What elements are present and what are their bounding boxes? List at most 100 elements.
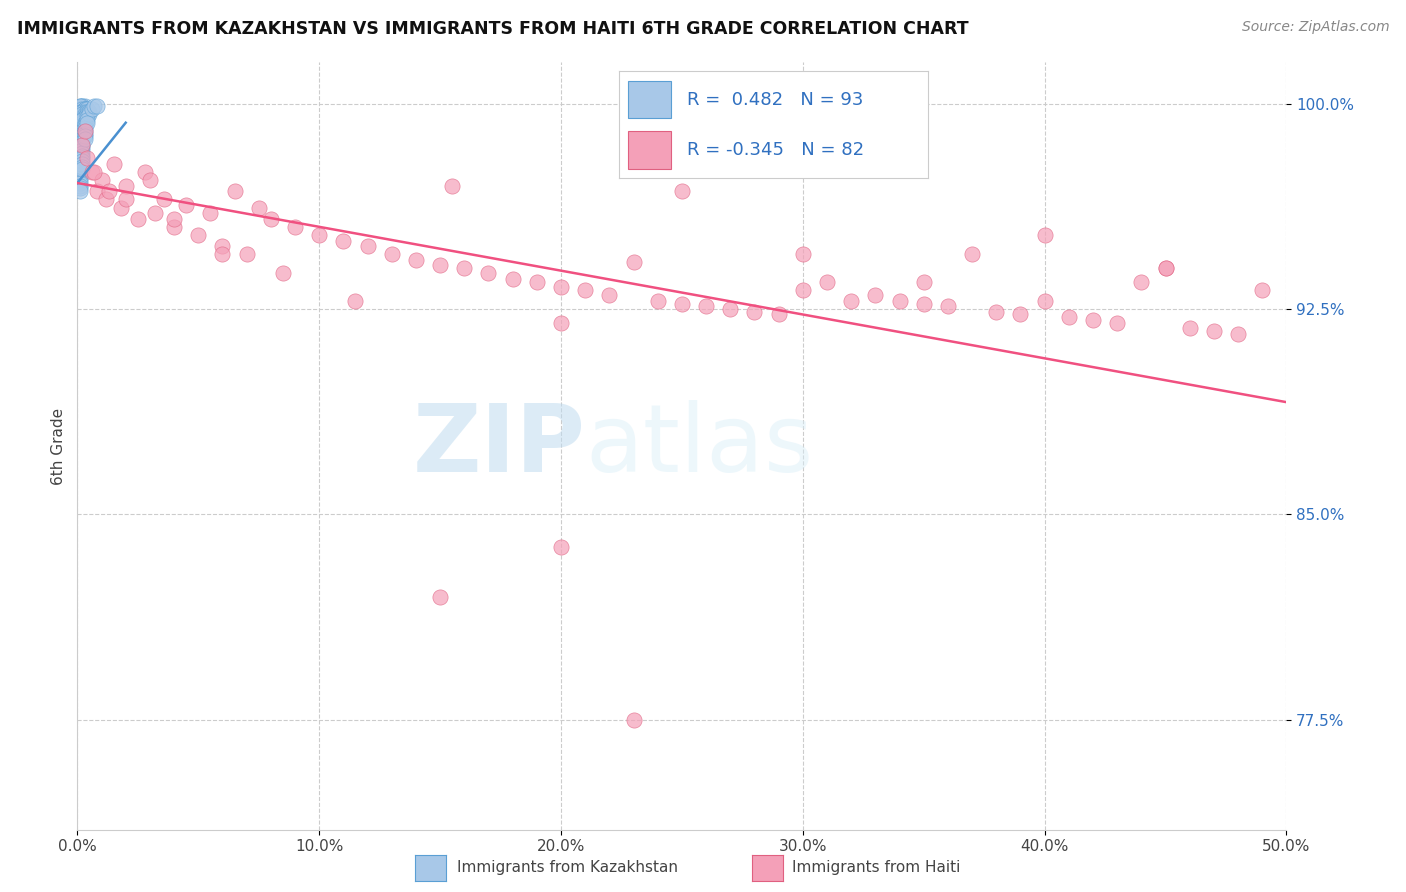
- Point: [260, 211, 283, 226]
- Point: [70, 124, 93, 138]
- Point: [815, 275, 838, 289]
- Point: [1010, 308, 1032, 322]
- Point: [69, 124, 91, 138]
- Point: [550, 316, 572, 330]
- Point: [69, 127, 91, 141]
- Point: [308, 227, 330, 242]
- Point: [574, 283, 596, 297]
- Point: [73, 102, 96, 116]
- Point: [526, 275, 548, 289]
- Point: [453, 260, 475, 275]
- Point: [70, 137, 93, 152]
- Point: [86, 184, 108, 198]
- Point: [70, 112, 93, 127]
- Point: [73, 116, 96, 130]
- Point: [356, 239, 378, 253]
- Point: [73, 129, 96, 144]
- Point: [1107, 316, 1129, 330]
- Point: [211, 247, 233, 261]
- Point: [69, 151, 91, 165]
- Point: [70, 104, 93, 119]
- Point: [889, 293, 911, 308]
- Point: [70, 157, 93, 171]
- Point: [405, 252, 427, 267]
- Point: [69, 162, 91, 177]
- Point: [163, 219, 186, 234]
- Point: [344, 293, 367, 308]
- Point: [70, 162, 93, 177]
- Point: [70, 102, 93, 116]
- Text: Source: ZipAtlas.com: Source: ZipAtlas.com: [1241, 20, 1389, 34]
- Point: [70, 137, 93, 152]
- Point: [70, 129, 93, 144]
- Point: [69, 132, 91, 146]
- Point: [76, 110, 98, 124]
- Point: [69, 107, 91, 121]
- Point: [70, 112, 93, 127]
- Point: [224, 184, 246, 198]
- Point: [70, 160, 93, 174]
- Point: [70, 151, 93, 165]
- Point: [70, 119, 93, 133]
- Point: [332, 234, 354, 248]
- Point: [70, 127, 93, 141]
- Point: [86, 99, 108, 113]
- Point: [73, 110, 96, 124]
- Point: [70, 107, 93, 121]
- Point: [671, 184, 693, 198]
- Point: [1154, 260, 1177, 275]
- Point: [69, 107, 91, 121]
- Point: [1057, 310, 1080, 325]
- Point: [1202, 324, 1225, 338]
- Point: [912, 275, 935, 289]
- Point: [73, 121, 96, 136]
- Point: [76, 116, 98, 130]
- Point: [70, 121, 93, 136]
- Point: [79, 104, 101, 119]
- Point: [69, 135, 91, 149]
- Point: [211, 239, 233, 253]
- Bar: [628, 131, 671, 169]
- Point: [69, 112, 91, 127]
- Text: atlas: atlas: [585, 400, 814, 492]
- Point: [1033, 293, 1056, 308]
- Point: [623, 255, 645, 269]
- Point: [69, 165, 91, 179]
- Point: [69, 181, 91, 195]
- Point: [69, 116, 91, 130]
- Y-axis label: 6th Grade: 6th Grade: [51, 408, 66, 484]
- Point: [70, 102, 93, 116]
- Point: [381, 247, 404, 261]
- Text: ZIP: ZIP: [412, 400, 585, 492]
- Point: [110, 201, 132, 215]
- Point: [271, 266, 294, 280]
- Point: [70, 140, 93, 154]
- Point: [73, 132, 96, 146]
- Point: [83, 99, 105, 113]
- Point: [76, 104, 98, 119]
- Point: [83, 165, 105, 179]
- Point: [69, 129, 91, 144]
- Point: [429, 258, 451, 272]
- Point: [70, 104, 93, 119]
- Point: [73, 104, 96, 119]
- Point: [76, 102, 98, 116]
- Point: [284, 219, 307, 234]
- Point: [69, 104, 91, 119]
- Point: [174, 198, 197, 212]
- Point: [73, 99, 96, 113]
- Point: [70, 116, 93, 130]
- Point: [69, 102, 91, 116]
- Point: [865, 288, 887, 302]
- Point: [671, 296, 693, 310]
- Point: [187, 227, 209, 242]
- Point: [70, 148, 93, 162]
- Point: [80, 102, 103, 116]
- Point: [73, 124, 96, 138]
- Point: [73, 107, 96, 121]
- Point: [200, 206, 222, 220]
- Point: [792, 247, 814, 261]
- Point: [114, 193, 136, 207]
- Point: [79, 107, 101, 121]
- Point: [69, 168, 91, 182]
